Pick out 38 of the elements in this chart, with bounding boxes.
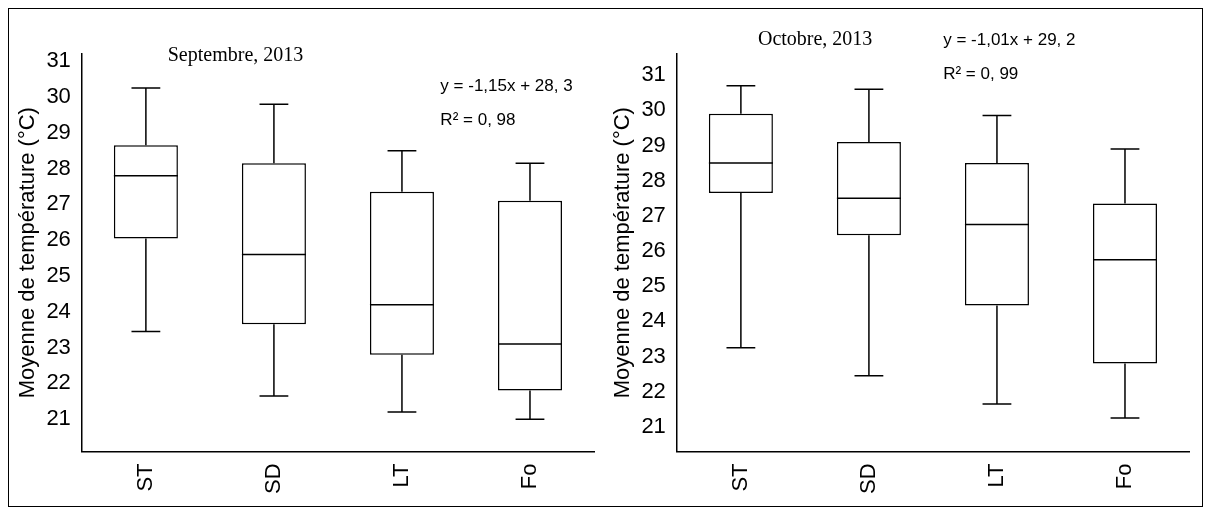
y-tick-label: 25 [46, 262, 71, 288]
y-tick-label: 31 [641, 61, 666, 87]
x-tick-label: ST [726, 463, 752, 492]
annotation: y = -1,15x + 28, 3 [440, 75, 573, 95]
y-tick-label: 27 [641, 201, 666, 227]
y-tick-label: 22 [641, 377, 666, 403]
y-tick-label: 23 [46, 333, 71, 359]
y-tick-label: 30 [641, 96, 666, 122]
y-tick-label: 21 [46, 405, 71, 431]
annotation: R² = 0, 98 [440, 109, 516, 129]
y-axis-title: Moyenne de température (°C) [609, 107, 635, 399]
chart-title: Octobre, 2013 [757, 27, 873, 50]
y-tick-label: 21 [641, 412, 666, 438]
y-tick-label: 31 [46, 47, 71, 73]
x-tick-label: Fo [516, 463, 542, 490]
x-tick-label: ST [131, 463, 157, 492]
y-tick-label: 29 [46, 118, 71, 144]
y-tick-label: 24 [46, 297, 71, 323]
y-tick-label: 29 [641, 131, 666, 157]
x-tick-label: SD [854, 463, 880, 494]
y-tick-label: 28 [46, 154, 71, 180]
y-axis-title: Moyenne de température (°C) [14, 107, 40, 399]
x-tick-label: LT [983, 463, 1009, 488]
y-tick-label: 26 [46, 226, 71, 252]
annotation: R² = 0, 99 [943, 63, 1019, 83]
x-tick-label: SD [259, 463, 285, 494]
x-tick-label: Fo [1111, 463, 1137, 490]
y-tick-label: 24 [641, 307, 666, 333]
x-tick-label: LT [388, 463, 414, 488]
y-tick-label: 22 [46, 369, 71, 395]
y-tick-label: 26 [641, 237, 666, 263]
y-tick-label: 27 [46, 190, 71, 216]
y-tick-label: 25 [641, 272, 666, 298]
y-tick-label: 23 [641, 342, 666, 368]
chart-title: Septembre, 2013 [167, 43, 304, 67]
y-tick-label: 30 [46, 83, 71, 109]
y-tick-label: 28 [641, 166, 666, 192]
text: y = -1,01x + 29, 2 [943, 29, 1076, 49]
